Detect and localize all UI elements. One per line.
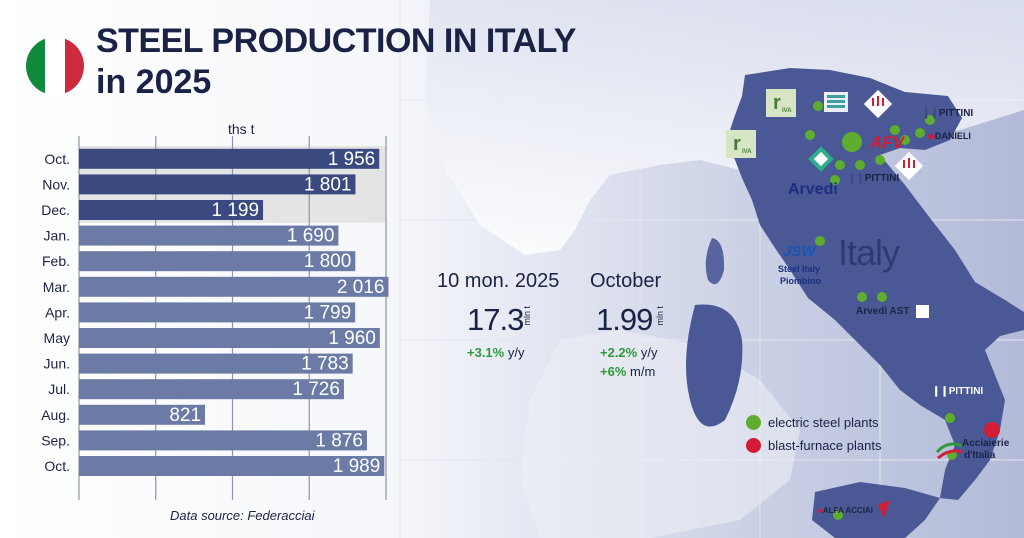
- stat1-change-suffix: y/y: [507, 345, 525, 360]
- pittini-logo-1-text: PITTINI: [938, 108, 974, 119]
- bar-value-label: 1 989: [333, 456, 381, 477]
- bar: [79, 456, 385, 476]
- category-label: Jun.: [44, 356, 70, 372]
- acciaierie-logo-line2: d'Italia: [964, 450, 996, 461]
- bar-value-label: 1 801: [304, 174, 352, 195]
- jsw-logo: JSW: [783, 243, 816, 260]
- bar-value-label: 1 960: [328, 328, 376, 349]
- bar: [79, 430, 367, 451]
- stat2-unit: mln t: [655, 306, 665, 326]
- pittini-logo-2: ❙❙PITTINI: [848, 173, 900, 184]
- legend-blast-label: blast-furnace plants: [768, 438, 882, 453]
- legend-electric-label: electric steel plants: [768, 415, 879, 430]
- category-label: Jul.: [48, 381, 70, 397]
- category-label: Jan.: [44, 228, 70, 244]
- bar: [79, 225, 339, 246]
- danieli-logo: ◆DANIELI: [928, 131, 971, 141]
- stat1-change: +3.1% y/y: [467, 345, 524, 360]
- stat2-heading: October: [590, 270, 662, 292]
- category-label: Oct.: [44, 458, 70, 474]
- pittini-logo-2-text: PITTINI: [864, 173, 900, 184]
- stat2-change-yy-suffix: y/y: [640, 345, 658, 360]
- afv-logo: AFV: [870, 133, 904, 152]
- arvedi-logo: Arvedi: [788, 181, 838, 198]
- country-label: Italy: [838, 232, 900, 273]
- bar: [79, 276, 389, 297]
- bar-value-label: 1 726: [292, 379, 340, 400]
- stat1-change-value: +3.1%: [467, 345, 505, 360]
- jsw-name-line1: Steel Italy: [778, 264, 821, 274]
- category-label: Feb.: [42, 253, 70, 269]
- bar-value-label: 1 800: [304, 251, 352, 272]
- bar-value-label: 2 016: [337, 277, 385, 298]
- alfa-acciai-logo: ■ALFA ACCIAI: [818, 506, 873, 515]
- bar-value-label: 821: [169, 405, 201, 426]
- bar: [79, 174, 356, 195]
- category-label: May: [44, 330, 70, 346]
- stat2-value: 1.99: [596, 302, 653, 337]
- sardinia: [686, 304, 743, 427]
- italy-mainland: [726, 68, 1024, 500]
- bar-value-label: 1 690: [287, 226, 335, 247]
- stat1-value: 17.3: [467, 302, 524, 337]
- stat2-change-mm: +6% m/m: [600, 364, 655, 379]
- danieli-logo-text: DANIELI: [934, 131, 971, 141]
- bar: [79, 404, 206, 425]
- category-label: Apr.: [45, 304, 70, 320]
- legend-blast-marker: [746, 438, 761, 453]
- stat1-unit: mln t: [522, 306, 532, 326]
- bar: [79, 328, 380, 348]
- stat2-change-yy-value: +2.2%: [600, 345, 638, 360]
- legend-electric-marker: [746, 415, 761, 430]
- bar-value-label: 1 783: [301, 354, 349, 375]
- bar-value-label: 1 799: [304, 302, 352, 323]
- category-label: Aug.: [41, 407, 70, 423]
- category-label: Oct.: [44, 151, 70, 167]
- bar: [79, 251, 356, 272]
- riva-logo-1: r: [773, 92, 781, 114]
- bar-value-label: 1 956: [328, 149, 376, 170]
- stat2-change-mm-value: +6%: [600, 364, 627, 379]
- stat2-change-mm-suffix: m/m: [630, 364, 656, 379]
- bar-value-label: 1 876: [315, 430, 363, 451]
- acciaierie-logo-line1: Acciaierie: [962, 438, 1010, 449]
- jsw-name-line2: Piombino: [780, 276, 821, 286]
- data-source: Data source: Federacciai: [170, 508, 315, 523]
- bar: [79, 148, 380, 169]
- alfa-acciai-logo-text: ALFA ACCIAI: [822, 506, 873, 515]
- pittini-logo-1: ❙❙PITTINI: [922, 108, 974, 119]
- bar: [79, 379, 344, 400]
- italy-flag-icon: [26, 37, 84, 95]
- bar-value-label: 1 199: [211, 200, 259, 221]
- stat2-change-yy: +2.2% y/y: [600, 345, 657, 360]
- pittini-logo-3-text: PITTINI: [948, 386, 984, 397]
- category-label: Dec.: [41, 202, 70, 218]
- category-label: Mar.: [43, 279, 70, 295]
- stat1-heading: 10 mon. 2025: [437, 270, 560, 292]
- bar: [79, 200, 264, 220]
- page-title: STEEL PRODUCTION IN ITALY: [96, 22, 576, 60]
- riva-logo-2-text: IVA: [742, 149, 752, 155]
- blast-plant-marker: [984, 422, 1000, 438]
- page-subtitle: in 2025: [96, 63, 212, 101]
- sicily: [812, 482, 940, 538]
- category-label: Sep.: [41, 432, 70, 448]
- bar: [79, 302, 356, 323]
- riva-logo-1-text: IVA: [782, 108, 792, 114]
- pittini-logo-3: ❙❙PITTINI: [932, 386, 984, 397]
- chart-unit-label: ths t: [228, 121, 255, 137]
- arvedi-ast-logo: Arvedi AST: [856, 306, 910, 317]
- electric-plant-markers: [805, 101, 957, 520]
- category-label: Nov.: [42, 176, 70, 192]
- riva-logo-2: r: [733, 133, 741, 155]
- bar: [79, 353, 353, 374]
